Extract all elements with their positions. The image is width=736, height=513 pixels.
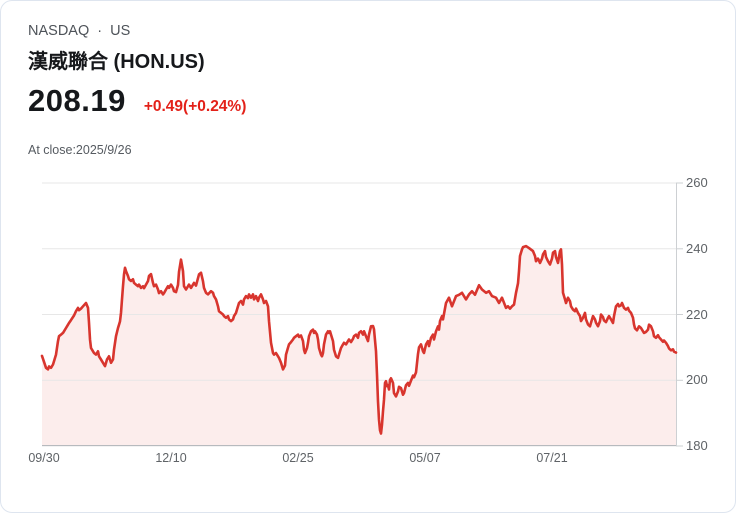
y-tick-label: 200: [686, 372, 708, 388]
x-tick-label: 07/21: [536, 451, 568, 465]
price-row: 208.19 +0.49(+0.24%): [28, 83, 246, 119]
x-tick-label: 02/25: [282, 451, 314, 465]
price-change: +0.49(+0.24%): [143, 98, 247, 115]
y-tick-label: 260: [686, 175, 708, 190]
x-tick-label: 12/10: [155, 451, 187, 465]
y-tick-label: 220: [686, 306, 708, 322]
area-fill: [42, 246, 676, 446]
price-chart-plot[interactable]: [40, 182, 683, 447]
last-price: 208.19: [28, 83, 126, 118]
as-of-close-label: At close:2025/9/26: [28, 143, 132, 157]
exchange-region-label: NASDAQ · US: [28, 23, 131, 39]
y-tick-label: 240: [686, 240, 708, 256]
y-tick-label: 180: [686, 438, 708, 453]
x-tick-label: 05/07: [409, 451, 441, 465]
x-tick-label: 09/30: [28, 451, 60, 465]
stock-title: 漢威聯合 (HON.US): [28, 51, 205, 73]
price-line: [40, 244, 678, 435]
